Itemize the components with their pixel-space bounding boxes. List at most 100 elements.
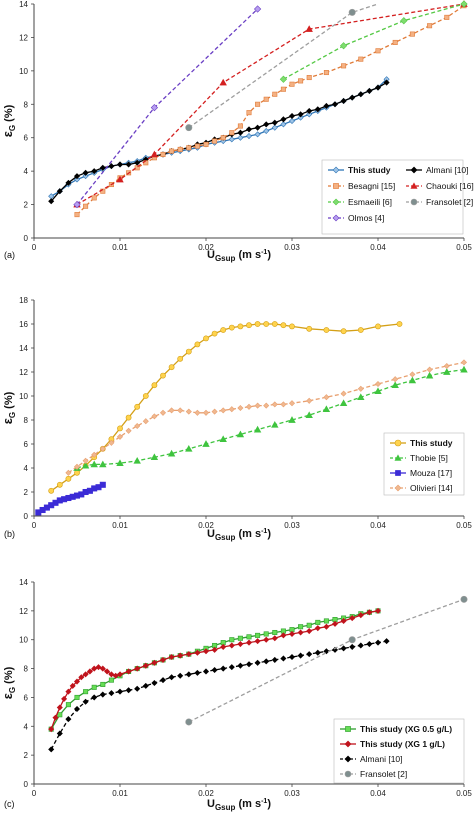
legend-label: Olmos [4]	[348, 213, 384, 223]
data-point	[245, 661, 253, 668]
data-point	[99, 445, 106, 452]
data-point	[185, 651, 192, 658]
data-point	[220, 643, 227, 650]
legend-label: Olivieri [14]	[410, 483, 453, 493]
data-point	[271, 401, 278, 408]
data-point	[116, 688, 124, 695]
data-point	[426, 366, 433, 373]
data-point	[306, 111, 313, 118]
legend-marker	[394, 454, 402, 461]
data-point	[73, 678, 81, 685]
data-point	[323, 623, 330, 630]
x-tick-label: 0	[32, 521, 37, 530]
data-point	[306, 75, 312, 81]
x-tick-label: 0.05	[456, 243, 472, 252]
data-point	[100, 681, 106, 687]
x-tick-label: 0.05	[456, 789, 472, 798]
data-point	[374, 84, 382, 91]
data-point	[150, 104, 159, 112]
data-point	[237, 662, 244, 669]
data-point	[167, 449, 176, 457]
data-point	[280, 322, 287, 329]
data-point	[331, 101, 339, 108]
data-point	[443, 362, 450, 370]
data-point	[349, 643, 356, 650]
data-point	[340, 328, 347, 335]
x-tick-label: 0.03	[284, 243, 300, 252]
data-point	[358, 56, 364, 62]
legend-item: Olivieri [14]	[390, 483, 453, 493]
data-point	[271, 420, 279, 428]
data-point	[48, 726, 55, 733]
data-point	[443, 368, 451, 375]
data-point	[90, 460, 98, 468]
data-point	[392, 39, 398, 45]
data-point	[237, 323, 244, 330]
data-point	[116, 161, 124, 168]
data-point	[331, 620, 339, 627]
data-point	[323, 648, 330, 655]
x-tick-label: 0.02	[198, 243, 214, 252]
x-tick-label: 0.05	[456, 521, 472, 530]
data-point	[323, 327, 330, 333]
data-point	[305, 411, 313, 419]
legend-label: This study (XG 1 g/L)	[360, 739, 445, 749]
legend: This study Almani [10] Besagni [15] Chaouki…	[321, 159, 474, 235]
data-point	[134, 403, 141, 410]
data-point	[357, 612, 364, 619]
data-point	[306, 325, 313, 332]
data-point	[52, 714, 59, 721]
data-point	[48, 487, 55, 494]
data-point	[73, 176, 81, 183]
data-point	[263, 121, 270, 128]
data-point	[73, 200, 81, 209]
legend-item: Fransolet [2]	[406, 197, 473, 207]
data-point	[142, 682, 149, 689]
data-point	[280, 116, 287, 123]
data-point	[177, 652, 184, 659]
legend: This study Thobie [5] Mouza [17] Olivieri […	[383, 432, 465, 496]
y-tick-label: 14	[19, 578, 28, 587]
y-tick-label: 18	[19, 296, 28, 305]
data-point	[56, 730, 63, 737]
legend-item: Thobie [5]	[390, 453, 448, 463]
data-point	[194, 649, 201, 656]
chart-panel-1: 0 0.01 0.02 0.03 0.04 0.05 0 2 4 6 8 10 12 14 UGsup (m…	[0, 0, 474, 263]
data-point	[349, 94, 356, 101]
data-point	[444, 14, 450, 20]
data-point	[177, 146, 183, 152]
chart-panel-3: 0 0.01 0.02 0.03 0.04 0.05 0 2 4 6 8 10 12 14 UGsup (m…	[0, 578, 472, 812]
data-point	[91, 684, 97, 690]
data-point	[202, 648, 210, 655]
x-tick-label: 0.02	[198, 521, 214, 530]
panel-label: (c)	[4, 799, 15, 809]
data-point	[339, 42, 348, 50]
y-tick-label: 14	[19, 0, 28, 9]
data-point	[159, 677, 167, 684]
data-point	[228, 664, 235, 671]
data-point	[65, 475, 72, 482]
y-axis-label: εG (%)	[0, 666, 17, 699]
data-point	[375, 48, 381, 54]
y-tick-label: 8	[24, 665, 29, 674]
data-point	[323, 70, 329, 76]
series-this-study-xg-1-g-l	[48, 607, 382, 733]
data-point	[271, 656, 278, 663]
data-point	[237, 123, 243, 129]
data-point	[460, 595, 468, 603]
data-point	[160, 372, 166, 379]
legend-label: Fransolet [2]	[360, 769, 407, 779]
data-point	[185, 671, 192, 678]
data-point	[228, 642, 235, 649]
data-point	[263, 128, 270, 135]
data-point	[314, 649, 321, 656]
data-point	[246, 322, 252, 329]
panel-label: (a)	[4, 250, 15, 260]
data-point	[185, 408, 192, 415]
data-point	[425, 371, 434, 379]
data-point	[341, 63, 347, 69]
legend-label: Besagni [15]	[348, 181, 395, 191]
y-tick-label: 0	[24, 780, 29, 789]
series-almani-10	[48, 638, 390, 753]
data-point	[245, 403, 253, 410]
